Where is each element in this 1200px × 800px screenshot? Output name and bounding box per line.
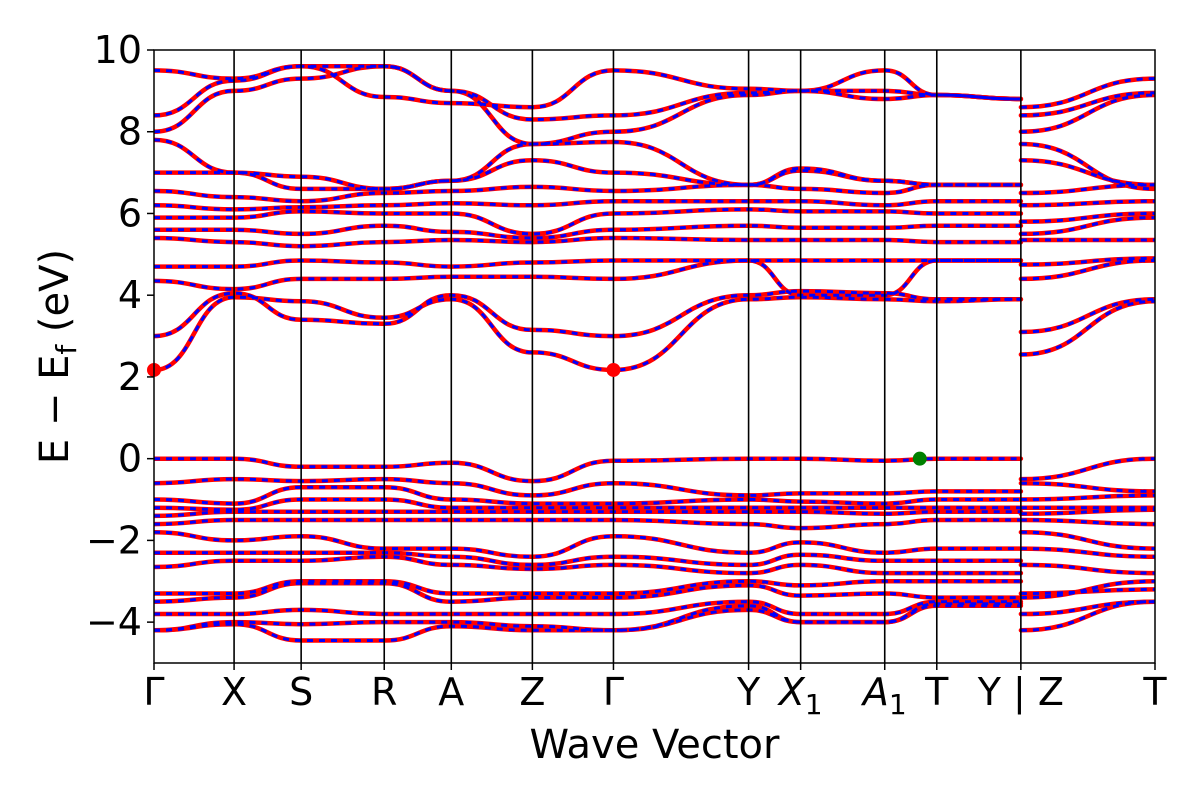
band-line-dft xyxy=(154,289,1021,338)
y-tick-label: 4 xyxy=(118,273,142,317)
band-line-dft xyxy=(154,602,1021,632)
band-line-model xyxy=(154,64,1024,122)
band-line-model xyxy=(1018,579,1155,600)
band-line-model xyxy=(1018,158,1155,188)
y-axis-label-main: E − E xyxy=(32,355,78,465)
band-line-model xyxy=(1018,92,1155,134)
x-tick-label: X xyxy=(221,670,247,714)
band-line-dft xyxy=(154,258,1021,297)
x-axis-ticks: Γ X S R A Z Γ Y X1 A1 T Y | Z T xyxy=(143,663,1167,721)
band-line-dft xyxy=(154,295,1021,372)
y-axis-label-subscript: f xyxy=(50,344,83,355)
band-line-dft xyxy=(154,138,1021,191)
band-line-model xyxy=(1018,546,1155,559)
x-axis-label: Wave Vector xyxy=(530,722,781,768)
band-line-dft xyxy=(1020,142,1155,191)
band-line-model xyxy=(1018,599,1155,633)
band-line-model xyxy=(1018,76,1155,110)
band-line-model xyxy=(1018,90,1155,118)
x-tick-label: Z xyxy=(519,670,545,714)
x-tick-label: R xyxy=(371,670,397,714)
band-line-model xyxy=(1018,211,1155,224)
y-tick-label: 8 xyxy=(118,110,142,154)
vbm-marker xyxy=(912,451,927,466)
x-tick-label: Y | Z xyxy=(977,670,1064,715)
band-line-model xyxy=(1018,258,1155,282)
x-tick-label: T xyxy=(924,670,949,714)
x-tick-label: A1 xyxy=(860,670,907,721)
band-line-model xyxy=(1018,297,1155,335)
band-lines-model xyxy=(154,64,1155,643)
band-line-dft xyxy=(1020,299,1155,356)
band-line-model xyxy=(154,599,1024,617)
y-tick-label: 2 xyxy=(118,355,142,399)
band-line-model xyxy=(154,601,1024,633)
band-line-model xyxy=(1018,256,1155,267)
kpoint-divider-lines xyxy=(233,50,1022,663)
band-line-model xyxy=(1018,493,1155,502)
band-line-model xyxy=(1018,456,1155,482)
y-tick-label: 6 xyxy=(118,191,142,235)
y-tick-label: 0 xyxy=(118,437,142,481)
band-line-model xyxy=(1018,215,1155,237)
band-line-dft xyxy=(154,581,1021,604)
cbm-marker xyxy=(606,362,621,377)
y-tick-label: −2 xyxy=(86,518,142,562)
x-tick-label: S xyxy=(289,670,313,714)
y-axis-label-unit: (eV) xyxy=(32,249,78,345)
band-line-model xyxy=(1018,529,1155,551)
band-line-model xyxy=(1018,517,1155,527)
y-axis-ticks: −4 −2 0 2 4 6 8 10 xyxy=(86,28,154,644)
band-line-dft xyxy=(154,530,1021,559)
x-tick-label: Γ xyxy=(603,670,624,714)
band-line-model xyxy=(1018,198,1155,208)
plot-frame xyxy=(153,49,1156,664)
extremum-markers xyxy=(147,362,927,466)
x-tick-label: A xyxy=(438,670,464,714)
band-line-model xyxy=(1018,480,1155,494)
x-tick-label: X1 xyxy=(777,670,823,721)
band-line-dft xyxy=(154,158,1021,191)
band-line-model xyxy=(1018,507,1155,517)
y-tick-label: 10 xyxy=(94,28,142,72)
y-tick-label: −4 xyxy=(86,600,142,644)
band-line-model xyxy=(1018,562,1155,576)
x-tick-label: Γ xyxy=(143,670,164,714)
y-axis-label: E − Ef (eV) xyxy=(32,249,83,464)
x-tick-label: T xyxy=(1142,670,1167,714)
band-line-model xyxy=(154,456,1024,484)
x-tick-label: Y xyxy=(736,670,761,714)
